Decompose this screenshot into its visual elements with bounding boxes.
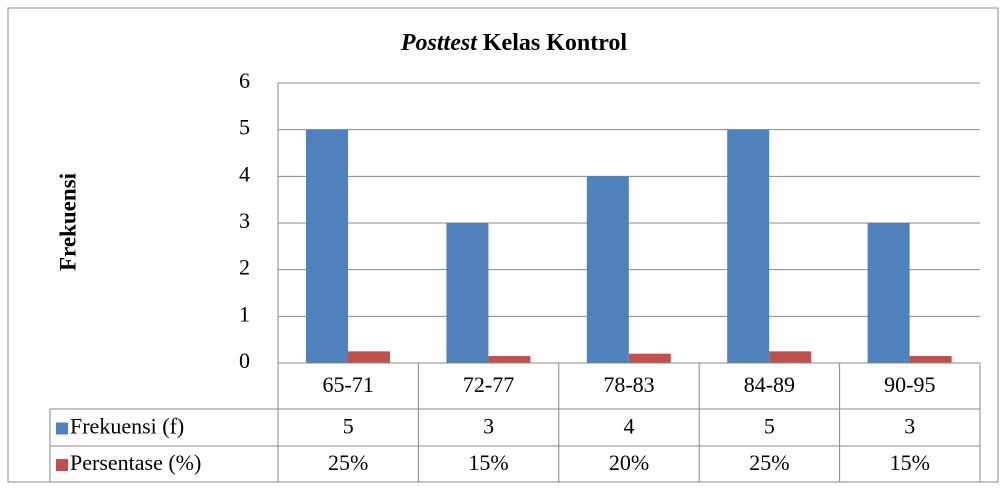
y-tick-label: 1 <box>239 301 250 326</box>
data-table-value: 15% <box>468 450 508 475</box>
y-tick-label: 2 <box>239 255 250 280</box>
bar <box>628 353 671 363</box>
bar <box>867 223 910 363</box>
legend-swatch <box>56 459 68 471</box>
x-tick-label: 78-83 <box>603 372 654 397</box>
bar <box>306 129 348 363</box>
y-tick-label: 6 <box>239 68 250 93</box>
y-tick-label: 4 <box>239 161 250 186</box>
data-table-value: 5 <box>764 414 775 439</box>
data-table-value: 25% <box>749 450 789 475</box>
data-table-value: 3 <box>904 414 915 439</box>
bar <box>769 351 812 363</box>
bar <box>586 176 629 363</box>
legend-swatch <box>56 422 68 435</box>
data-table-value: 25% <box>328 450 368 475</box>
x-tick-label: 65-71 <box>323 372 374 397</box>
data-table-value: 5 <box>343 414 354 439</box>
y-tick-label: 0 <box>239 348 250 373</box>
chart-border <box>7 7 999 483</box>
x-tick-label: 84-89 <box>744 372 795 397</box>
legend-label: Frekuensi (f) <box>70 414 184 439</box>
data-table-value: 15% <box>890 450 930 475</box>
x-tick-label: 72-77 <box>463 372 514 397</box>
legend-label: Persentase (%) <box>70 450 201 475</box>
x-tick-label: 90-95 <box>884 372 935 397</box>
data-table-value: 3 <box>483 414 494 439</box>
bar <box>446 223 489 363</box>
y-tick-label: 5 <box>239 115 250 140</box>
data-table-value: 20% <box>609 450 649 475</box>
bar <box>909 356 952 363</box>
data-table-value: 4 <box>624 414 635 439</box>
y-tick-label: 3 <box>239 208 250 233</box>
bar <box>348 351 390 363</box>
bar <box>727 129 770 363</box>
bar <box>488 356 531 363</box>
y-axis-label: Frekuensi <box>55 172 80 271</box>
chart-title: Posttest Kelas Kontrol <box>400 30 628 56</box>
